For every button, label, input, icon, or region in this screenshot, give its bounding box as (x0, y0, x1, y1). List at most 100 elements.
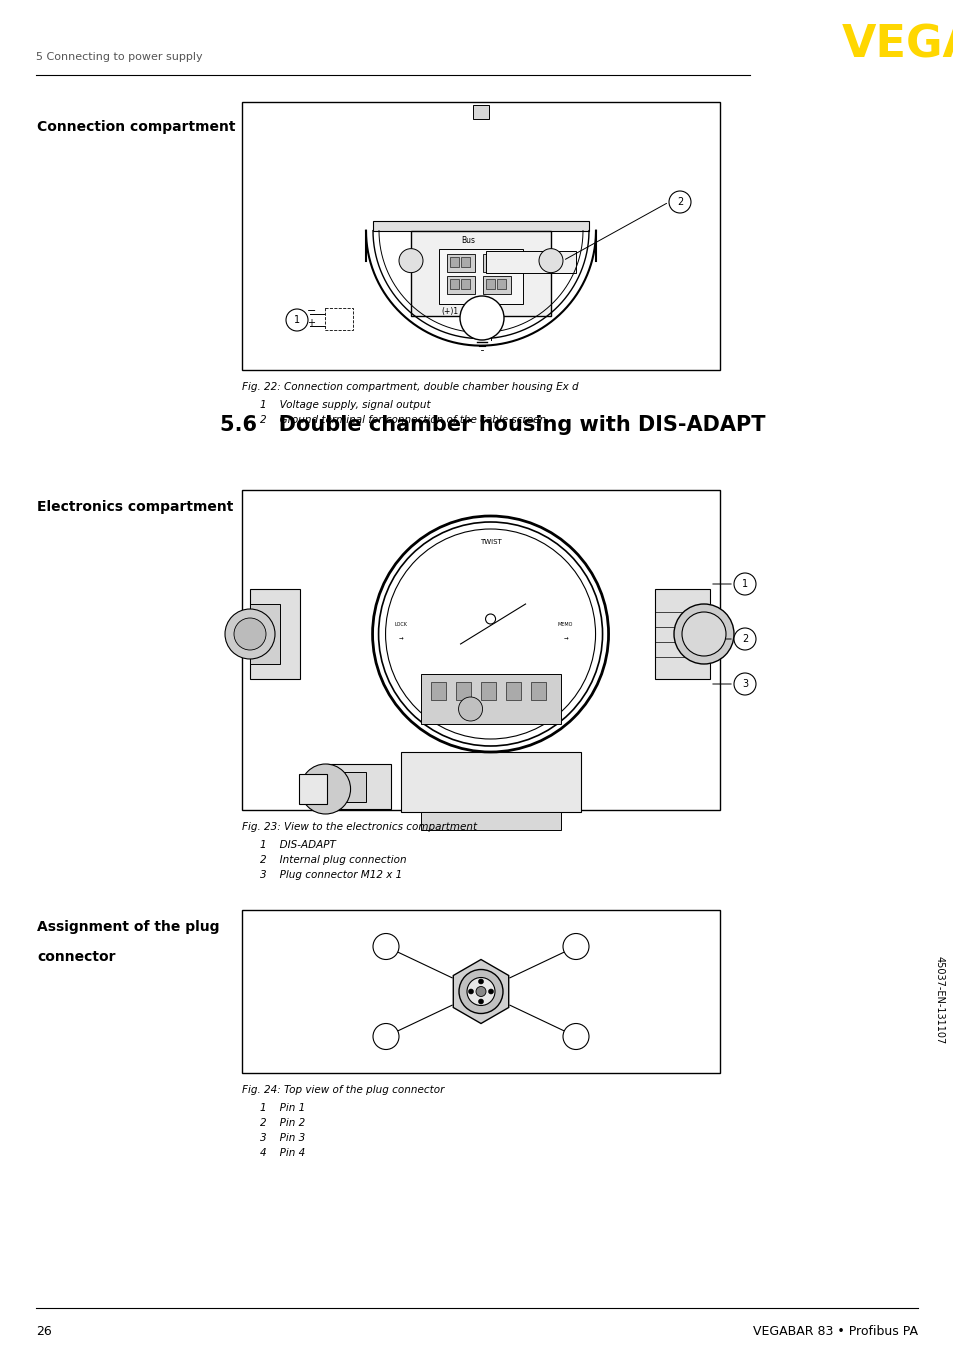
Bar (242, 910, 720, 1072)
Text: 3    Pin 3: 3 Pin 3 (260, 1133, 305, 1143)
Bar (411, 230, 551, 315)
Text: TWIST: TWIST (479, 539, 501, 546)
Circle shape (478, 999, 483, 1005)
Circle shape (485, 613, 495, 624)
Text: Connection compartment: Connection compartment (37, 121, 235, 134)
Text: 2    Ground terminal for connection of the cable screen: 2 Ground terminal for connection of the … (260, 414, 545, 425)
Bar (482, 276, 511, 294)
Bar (447, 253, 475, 272)
Text: +: + (700, 630, 707, 639)
Bar (325, 307, 353, 330)
Bar (242, 490, 720, 810)
Text: 2    Pin 2: 2 Pin 2 (260, 1118, 305, 1128)
Text: connector: connector (37, 951, 115, 964)
Text: 2(-): 2(-) (484, 306, 498, 315)
Text: 2    Internal plug connection: 2 Internal plug connection (260, 854, 406, 865)
Text: 45037-EN-131107: 45037-EN-131107 (934, 956, 944, 1044)
Bar (450, 257, 458, 267)
Bar (505, 682, 520, 700)
Circle shape (733, 673, 755, 695)
Bar (450, 279, 458, 288)
Polygon shape (453, 960, 508, 1024)
Bar (497, 257, 505, 267)
Bar (373, 221, 588, 230)
Circle shape (385, 529, 595, 739)
Text: Fig. 22: Connection compartment, double chamber housing Ex d: Fig. 22: Connection compartment, double … (242, 382, 578, 393)
Text: 5 Connecting to power supply: 5 Connecting to power supply (36, 51, 202, 62)
Bar (250, 589, 299, 678)
Text: 5.6   Double chamber housing with DIS-ADAPT: 5.6 Double chamber housing with DIS-ADAP… (220, 414, 764, 435)
Text: LOCK: LOCK (394, 621, 407, 627)
Circle shape (225, 609, 274, 659)
Text: 1: 1 (294, 315, 300, 325)
Bar (456, 682, 470, 700)
Circle shape (476, 987, 485, 997)
Text: Assignment of the plug: Assignment of the plug (37, 919, 219, 934)
Text: 3    Plug connector M12 x 1: 3 Plug connector M12 x 1 (260, 871, 402, 880)
Bar (655, 589, 709, 678)
Bar (400, 751, 580, 812)
Text: VEGABAR 83 • Profibus PA: VEGABAR 83 • Profibus PA (752, 1326, 917, 1338)
Bar (485, 250, 576, 272)
Circle shape (562, 1024, 588, 1049)
Text: 2: 2 (741, 634, 747, 645)
Circle shape (673, 604, 733, 663)
Text: Fig. 23: View to the electronics compartment: Fig. 23: View to the electronics compart… (242, 822, 476, 831)
Bar (250, 604, 280, 663)
Text: Electronics compartment: Electronics compartment (37, 500, 233, 515)
Bar (473, 106, 489, 119)
Bar (480, 682, 495, 700)
Bar (447, 276, 475, 294)
Bar (485, 257, 495, 267)
Circle shape (300, 764, 350, 814)
Text: MEMO: MEMO (558, 621, 573, 627)
Text: 1    Voltage supply, signal output: 1 Voltage supply, signal output (260, 399, 430, 410)
Bar (497, 279, 505, 288)
Bar (325, 764, 390, 808)
Bar (325, 772, 365, 802)
Text: (+)1: (+)1 (440, 306, 457, 315)
Bar (482, 253, 511, 272)
Text: Fig. 24: Top view of the plug connector: Fig. 24: Top view of the plug connector (242, 1085, 444, 1095)
Circle shape (488, 988, 493, 994)
Circle shape (459, 297, 503, 340)
Circle shape (458, 969, 502, 1014)
Circle shape (733, 628, 755, 650)
Text: 1    DIS-ADAPT: 1 DIS-ADAPT (260, 839, 335, 850)
Circle shape (538, 249, 562, 272)
Bar (460, 279, 470, 288)
Circle shape (373, 1024, 398, 1049)
Circle shape (458, 697, 482, 720)
Circle shape (478, 979, 483, 984)
Bar (298, 774, 326, 804)
Text: 4    Pin 4: 4 Pin 4 (260, 1148, 305, 1158)
Text: 3: 3 (741, 678, 747, 689)
Bar (430, 682, 445, 700)
Circle shape (733, 573, 755, 594)
Circle shape (398, 249, 422, 272)
Text: →: → (562, 635, 567, 640)
Text: 1: 1 (741, 580, 747, 589)
Bar (242, 102, 720, 370)
Circle shape (373, 933, 398, 960)
Text: Bus: Bus (460, 236, 475, 245)
Text: +: + (307, 318, 314, 328)
Circle shape (233, 617, 266, 650)
Text: 26: 26 (36, 1326, 51, 1338)
Bar (530, 682, 545, 700)
Bar (420, 674, 560, 724)
Circle shape (668, 191, 690, 213)
Text: VEGA: VEGA (841, 23, 953, 66)
Text: 1    Pin 1: 1 Pin 1 (260, 1104, 305, 1113)
Circle shape (467, 978, 495, 1006)
Circle shape (286, 309, 308, 330)
Bar (420, 812, 560, 830)
Bar (438, 249, 522, 303)
Bar (485, 279, 495, 288)
Text: −: − (307, 306, 316, 315)
Text: →: → (397, 635, 402, 640)
Bar (460, 257, 470, 267)
Circle shape (681, 612, 725, 655)
Text: 2: 2 (677, 196, 682, 207)
Circle shape (468, 988, 473, 994)
